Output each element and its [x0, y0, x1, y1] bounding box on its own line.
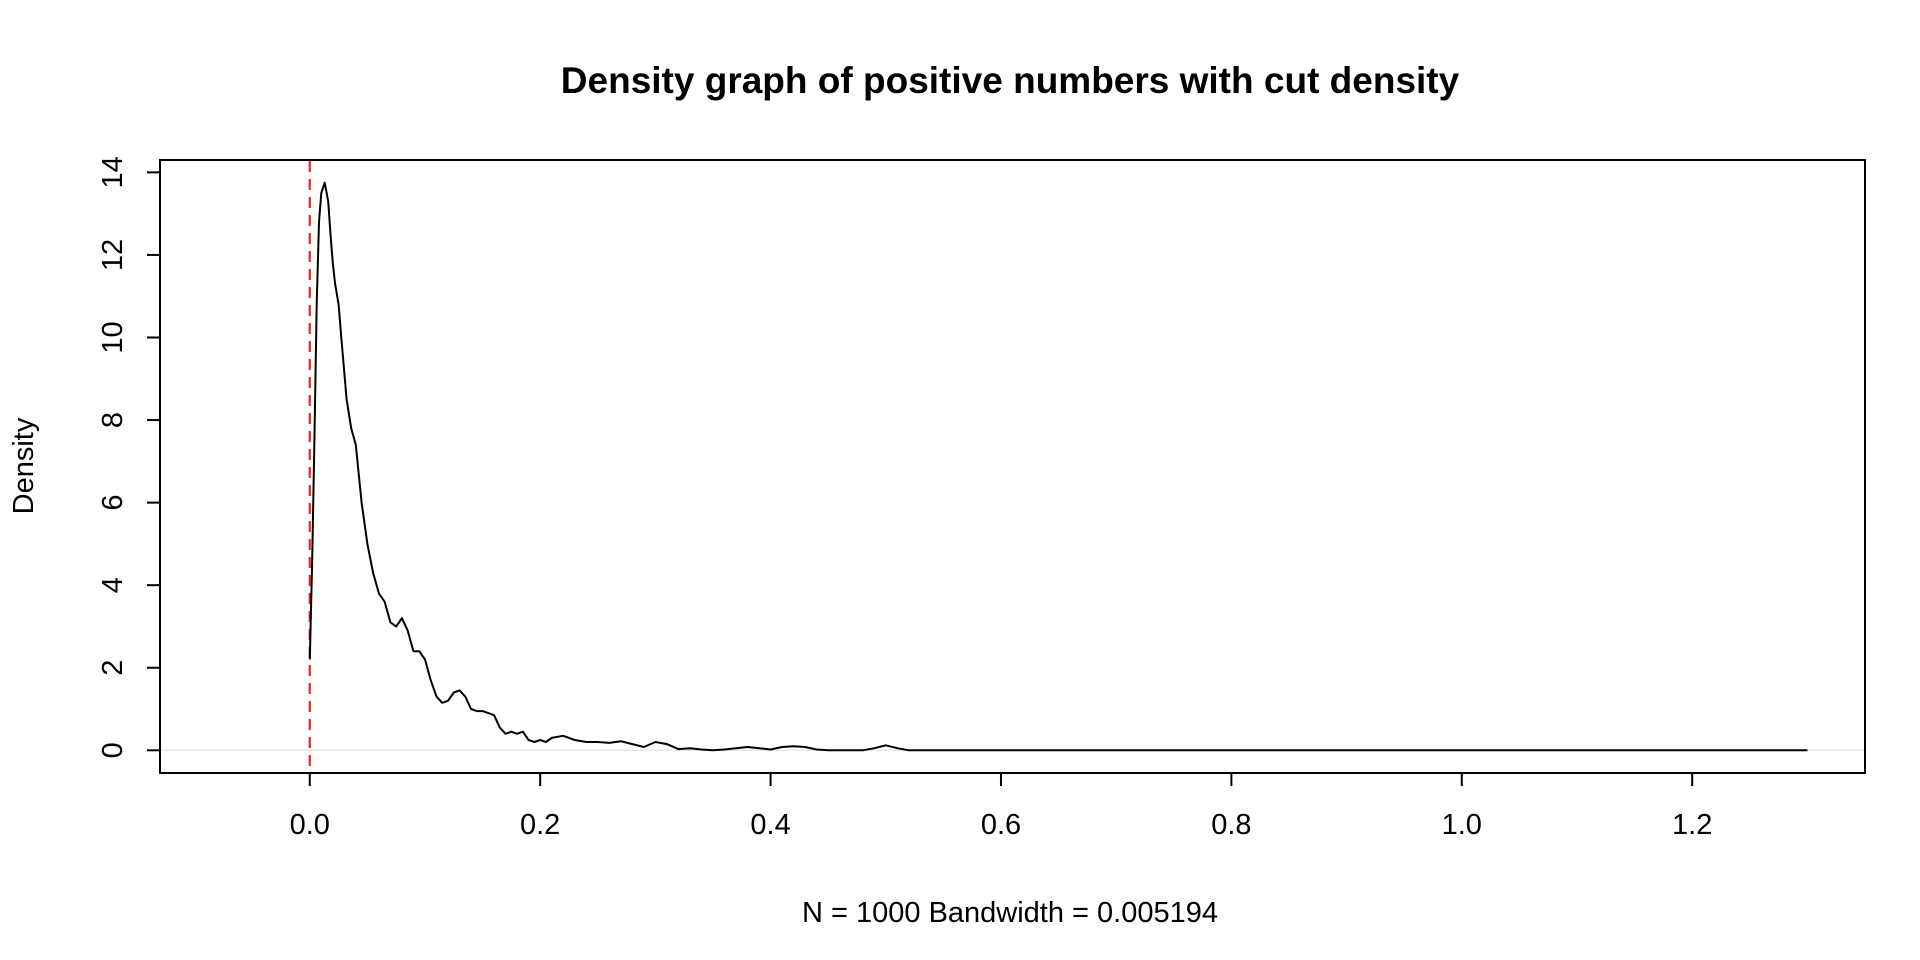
- x-tick-label: 0.0: [290, 809, 330, 841]
- y-tick-label: 8: [97, 412, 129, 428]
- x-tick-label: 0.4: [750, 809, 790, 841]
- x-tick-label: 0.8: [1211, 809, 1251, 841]
- density-curve: [308, 181, 1808, 752]
- y-tick-label: 4: [97, 577, 129, 593]
- y-axis-label: Density: [8, 417, 40, 514]
- x-axis: 0.0 0.2 0.4 0.6 0.8 1.0 1.2: [290, 772, 1712, 841]
- y-tick-label: 6: [97, 495, 129, 511]
- x-tick-label: 0.6: [981, 809, 1021, 841]
- y-tick-label: 2: [97, 660, 129, 676]
- x-tick-label: 1.0: [1442, 809, 1482, 841]
- x-axis-label: N = 1000 Bandwidth = 0.005194: [802, 897, 1218, 929]
- y-axis: 0 2 4 6 8 10 12 14: [97, 156, 161, 758]
- x-tick-label: 0.2: [520, 809, 560, 841]
- chart-title: Density graph of positive numbers with c…: [561, 60, 1460, 101]
- x-tick-label: 1.2: [1672, 809, 1712, 841]
- y-tick-label: 0: [97, 742, 129, 758]
- y-tick-label: 10: [97, 321, 129, 353]
- y-tick-label: 12: [97, 239, 129, 271]
- y-tick-label: 14: [97, 156, 129, 188]
